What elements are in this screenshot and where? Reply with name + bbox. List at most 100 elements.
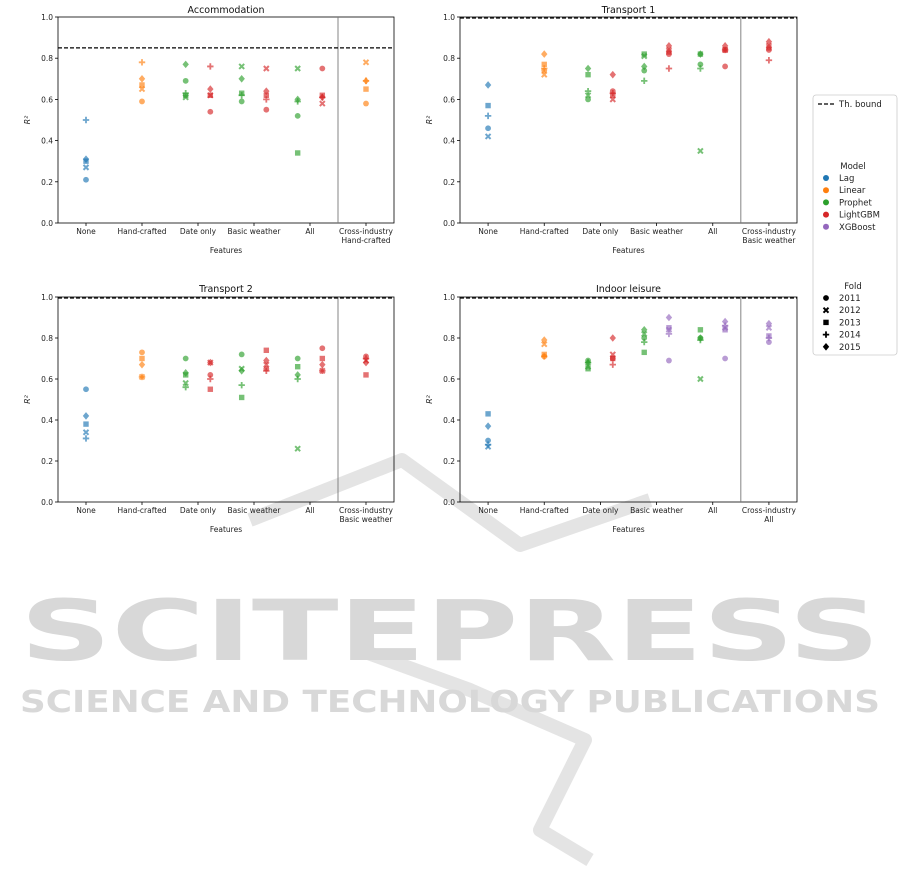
point-lightgbm-2015 — [263, 356, 270, 365]
point-prophet-2015 — [641, 326, 648, 334]
y-tick-label: 0.8 — [41, 54, 53, 63]
x-tick-label: All — [708, 506, 717, 515]
y-tick-label: 0.6 — [41, 375, 53, 384]
legend-fold-label-2012: 2012 — [839, 306, 861, 316]
point-lightgbm-2013 — [666, 49, 672, 55]
point-lightgbm-2015 — [207, 358, 214, 367]
y-tick-label: 0.2 — [443, 457, 455, 466]
point-linear-2011 — [139, 98, 145, 105]
y-tick-label: 1.0 — [443, 13, 455, 22]
point-lightgbm-2014 — [665, 65, 673, 72]
x-tick-label: Cross-industry — [339, 227, 394, 236]
point-linear-2012 — [541, 71, 548, 78]
point-lightgbm-2011 — [263, 106, 270, 113]
y-tick-label: 0.0 — [443, 219, 455, 228]
plot-area — [459, 16, 798, 224]
point-lightgbm-2015 — [319, 360, 326, 369]
point-prophet-2015 — [182, 369, 189, 377]
point-xgboost-2011 — [766, 339, 772, 345]
x-tick-label: Date only — [582, 227, 619, 236]
point-prophet-2015 — [697, 50, 704, 58]
legend-fold-marker-2012 — [822, 306, 830, 314]
point-prophet-2012 — [294, 445, 301, 452]
point-prophet-2012 — [584, 92, 592, 99]
point-lag-2011 — [485, 437, 491, 444]
legend-fold-label-2014: 2014 — [839, 331, 861, 341]
point-lightgbm-2013 — [610, 355, 616, 362]
plot-area — [57, 16, 395, 224]
legend-frame — [812, 94, 898, 356]
chart-transport-2: Transport 2 0.0 0.2 0.4 0.6 0.8 1.0 R² None Hand-… — [23, 284, 395, 534]
x-tick-label: All — [305, 227, 314, 236]
x-tick-label: Basic weather — [630, 506, 684, 515]
point-linear-2011 — [139, 349, 145, 356]
point-xgboost-2015 — [721, 317, 729, 326]
point-xgboost-2014 — [665, 330, 673, 338]
legend-fold-title: Fold — [844, 282, 862, 292]
legend-fold-marker-2014 — [822, 331, 830, 338]
y-axis-label: R² — [23, 394, 32, 404]
point-lag-2013 — [485, 411, 491, 417]
x-tick-label: Hand-crafted — [117, 227, 166, 236]
x-tick-label: Basic weather — [630, 227, 684, 236]
legend-bound-label: Th. bound — [838, 100, 882, 110]
point-prophet-2012 — [238, 63, 245, 70]
point-lightgbm-2013 — [766, 45, 772, 51]
x-tick-label: Basic weather — [340, 515, 394, 524]
legend-fold-marker-2013 — [823, 319, 829, 326]
point-linear-2012 — [541, 340, 548, 348]
point-lightgbm-2011 — [207, 108, 214, 115]
legend: Th. bound Model Lag Linear Prophet LightGBM… — [812, 94, 898, 356]
y-tick-label: 0.6 — [443, 375, 455, 384]
y-tick-label: 0.4 — [41, 416, 53, 425]
point-lag-2015 — [82, 155, 90, 163]
point-linear-2013 — [363, 86, 369, 92]
point-lightgbm-2015 — [665, 42, 673, 50]
y-tick-label: 0.0 — [41, 219, 53, 228]
point-lightgbm-2013 — [363, 372, 369, 378]
legend-model-swatch-linear — [823, 187, 829, 194]
point-lightgbm-2015 — [319, 93, 326, 102]
point-lightgbm-2011 — [319, 65, 326, 72]
x-tick-label: None — [76, 227, 96, 236]
x-axis-label: Features — [612, 525, 644, 534]
legend-model-swatch-xgboost — [823, 223, 829, 230]
point-lightgbm-2012 — [263, 361, 270, 368]
point-prophet-2013 — [585, 366, 591, 372]
y-tick-label: 1.0 — [443, 293, 455, 302]
point-prophet-2013 — [238, 394, 245, 401]
legend-fold-marker-2011 — [823, 295, 829, 301]
chart-title: Indoor leisure — [596, 284, 661, 295]
point-xgboost-2015 — [665, 313, 673, 322]
point-prophet-2015 — [238, 75, 245, 83]
plot-area — [459, 296, 798, 503]
point-linear-2014 — [541, 65, 548, 72]
point-prophet-2012 — [697, 147, 704, 155]
point-prophet-2015 — [697, 334, 704, 342]
point-linear-2015 — [541, 50, 548, 58]
point-prophet-2014 — [238, 92, 245, 99]
data-points — [484, 37, 773, 155]
point-lightgbm-2014 — [263, 367, 270, 374]
point-lightgbm-2013 — [263, 347, 270, 353]
point-lightgbm-2012 — [319, 100, 326, 107]
point-lightgbm-2014 — [207, 375, 214, 383]
point-prophet-2012 — [641, 330, 648, 338]
point-lag-2015 — [484, 422, 492, 430]
y-tick-label: 0.6 — [41, 95, 53, 104]
x-tick-label: None — [478, 227, 498, 236]
point-prophet-2014 — [697, 65, 704, 72]
legend-model-label-xgboost: XGBoost — [839, 223, 876, 233]
point-lightgbm-2013 — [319, 355, 326, 362]
point-lag-2013 — [485, 102, 491, 109]
point-lightgbm-2013 — [207, 386, 214, 392]
point-xgboost-2011 — [666, 357, 672, 364]
point-prophet-2014 — [182, 90, 189, 97]
x-axis-label: Features — [210, 525, 242, 534]
point-prophet-2015 — [238, 367, 245, 375]
point-prophet-2015 — [294, 371, 301, 379]
x-tick-label: Hand-crafted — [341, 236, 390, 245]
point-lightgbm-2014 — [765, 57, 773, 64]
legend-model-swatch-lightgbm — [823, 211, 829, 218]
point-linear-2015 — [541, 336, 548, 344]
